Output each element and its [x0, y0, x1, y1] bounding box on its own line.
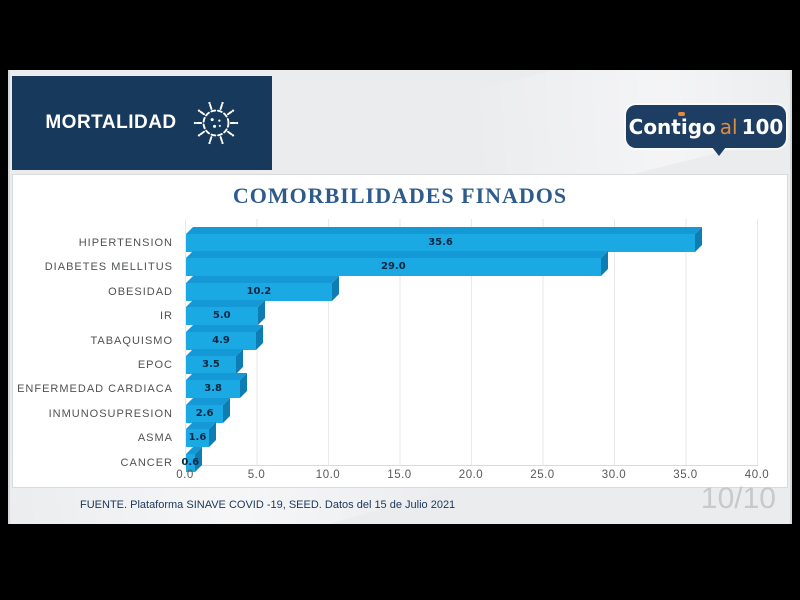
chart-card: COMORBILIDADES FINADOS HIPERTENSION 35.6 D…	[12, 174, 788, 488]
bar-top-face	[186, 227, 703, 234]
bar-chart: HIPERTENSION 35.6 DIABETES MELLITUS 29.0 OBE…	[13, 175, 787, 487]
logo-accent-dot	[678, 112, 685, 116]
category-label: INMUNOSUPRESION	[48, 407, 173, 420]
chart-row: OBESIDAD 10.2	[13, 275, 787, 304]
category-label: ASMA	[137, 432, 173, 445]
contigo-al-100-logo: Contigo al 100	[626, 105, 786, 156]
bar-value-label: 3.8	[204, 383, 223, 395]
chart-row: IR 5.0	[13, 300, 787, 328]
logo-text-contigo: Contigo	[628, 114, 716, 139]
x-axis-tick-label: 40.0	[744, 469, 770, 481]
chart-row: EPOC 3.5	[13, 349, 787, 377]
bar-top-face	[186, 349, 244, 356]
bar-value-label: 3.5	[202, 359, 220, 370]
chart-row: HIPERTENSION 35.6	[13, 227, 787, 255]
bar-top-face	[186, 373, 248, 381]
chart-row: INMUNOSUPRESION 2.6	[13, 397, 787, 426]
x-axis-tick-label: 30.0	[601, 469, 627, 481]
bar-value-label: 10.2	[246, 285, 272, 297]
bar-value-label: 29.0	[381, 261, 406, 273]
x-axis-tick-label: 35.0	[673, 469, 698, 481]
x-axis-tick-label: 15.0	[387, 469, 412, 481]
category-label: TABAQUISMO	[90, 334, 173, 347]
bar-value-label: 2.6	[195, 407, 214, 419]
bar-top-face	[186, 324, 264, 332]
virus-icon	[193, 101, 238, 145]
bar-value-label: 1.6	[188, 432, 207, 444]
bar: 0.6	[181, 446, 202, 472]
logo-text-al: al	[719, 114, 738, 139]
bar: 4.9	[186, 324, 264, 350]
x-axis-tick-label: 10.0	[315, 469, 341, 481]
x-axis-tick-label: 5.0	[247, 469, 266, 481]
logo-speech-tail	[712, 147, 727, 156]
x-axis: 0.0 5.0 10.0 15.0 20.0 25.0 30.0 35.0 40.0	[13, 469, 787, 485]
source-note: FUENTE. Plataforma SINAVE COVID -19, SEE…	[80, 499, 456, 511]
section-title: MORTALIDAD	[45, 112, 177, 133]
chart-row: ASMA 1.6	[13, 422, 787, 450]
page-indicator: 10/10	[700, 482, 776, 515]
section-header: MORTALIDAD	[12, 76, 272, 170]
chart-row: CANCER 0.6	[13, 446, 787, 475]
chart-row: DIABETES MELLITUS 29.0	[13, 251, 787, 279]
chart-row: TABAQUISMO 4.9	[13, 324, 787, 353]
logo-text-100: 100	[741, 114, 784, 139]
bar-side-face	[240, 373, 248, 399]
bar: 2.6	[186, 397, 231, 423]
bar-value-label: 5.0	[212, 310, 231, 322]
bar: 10.2	[186, 275, 339, 301]
x-axis-tick-label: 20.0	[458, 469, 484, 481]
category-label: DIABETES MELLITUS	[44, 261, 173, 274]
bar: 29.0	[186, 251, 608, 277]
chart-title: COMORBILIDADES FINADOS	[232, 183, 568, 208]
chart-row: ENFERMEDAD CARDIACA 3.8	[13, 373, 787, 401]
bar-value-label: 35.6	[428, 237, 453, 248]
x-axis-tick-label: 0.0	[176, 469, 194, 481]
category-label: OBESIDAD	[108, 285, 173, 298]
x-axis-tick-label: 25.0	[530, 469, 555, 481]
slide: MORTALIDAD	[8, 70, 792, 524]
bar-value-label: 0.6	[181, 456, 200, 468]
bar-value-label: 4.9	[212, 334, 230, 346]
bar: 5.0	[186, 300, 265, 326]
bar: 3.5	[186, 349, 244, 374]
category-label: HIPERTENSION	[78, 237, 173, 249]
bar: 3.8	[186, 373, 248, 399]
category-label: ENFERMEDAD CARDIACA	[17, 383, 173, 396]
bar-top-face	[186, 300, 265, 308]
category-label: CANCER	[120, 456, 173, 469]
category-label: EPOC	[137, 359, 173, 371]
bar: 1.6	[186, 422, 216, 448]
bar-top-face	[186, 275, 339, 283]
category-label: IR	[160, 310, 173, 323]
bar: 35.6	[186, 227, 703, 252]
bar-top-face	[186, 251, 608, 259]
